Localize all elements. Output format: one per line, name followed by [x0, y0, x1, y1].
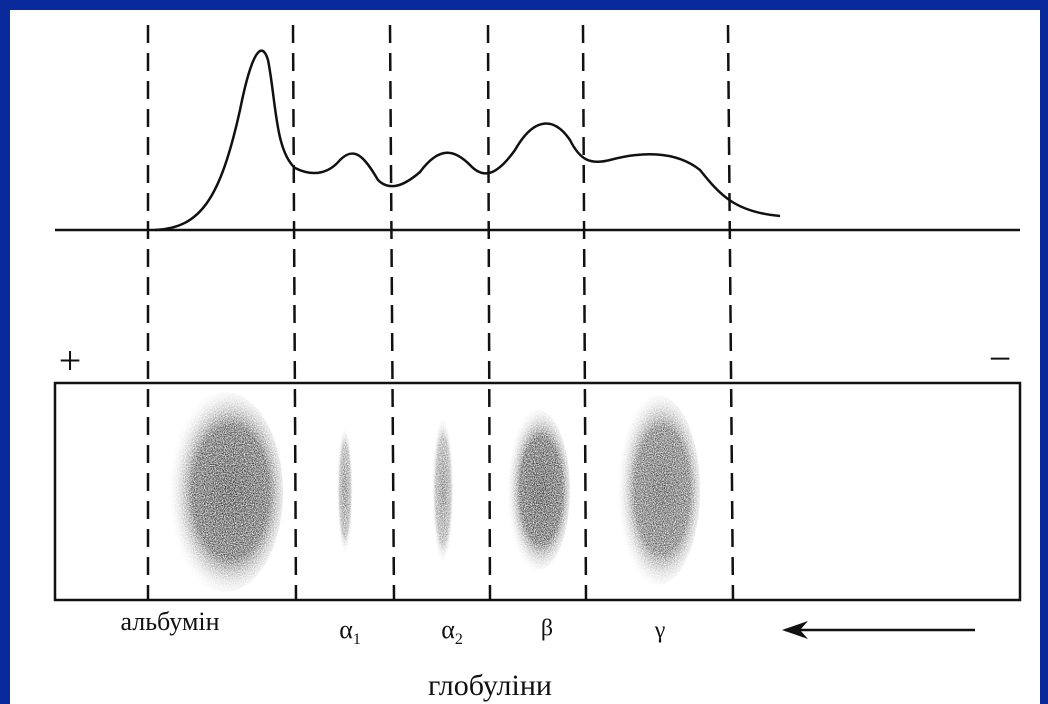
- electrophoresis-strip: [53, 381, 1022, 602]
- fraction-label: β: [541, 616, 553, 642]
- arrow-head: [782, 621, 808, 639]
- migration-arrow: [782, 621, 975, 639]
- densitogram-curve: [154, 49, 781, 232]
- separator: [388, 24, 396, 601]
- separator: [486, 24, 492, 601]
- fraction-label: α2: [441, 615, 463, 648]
- bands: [167, 392, 700, 592]
- minus-sign: −: [989, 336, 1012, 381]
- band-beta: [506, 410, 570, 570]
- fraction-label: α1: [339, 615, 361, 648]
- band-gamma: [616, 395, 700, 585]
- separator: [581, 24, 588, 601]
- group-label: глобуліни: [428, 669, 552, 702]
- separators: [146, 24, 735, 601]
- band-alpha2: [432, 415, 454, 565]
- fraction-symbol: α: [339, 615, 353, 644]
- band-alpha1: [337, 425, 353, 555]
- separator: [291, 24, 298, 601]
- plus-sign: +: [59, 338, 82, 383]
- canvas: [10, 10, 1040, 704]
- fraction-symbol: α: [441, 615, 455, 644]
- fraction-subscript: 1: [353, 631, 361, 648]
- band-albumin: [167, 392, 283, 592]
- fraction-subscript: 2: [455, 631, 463, 648]
- fraction-label: γ: [654, 618, 666, 644]
- fraction-label: альбумін: [120, 607, 219, 636]
- separator: [726, 24, 735, 601]
